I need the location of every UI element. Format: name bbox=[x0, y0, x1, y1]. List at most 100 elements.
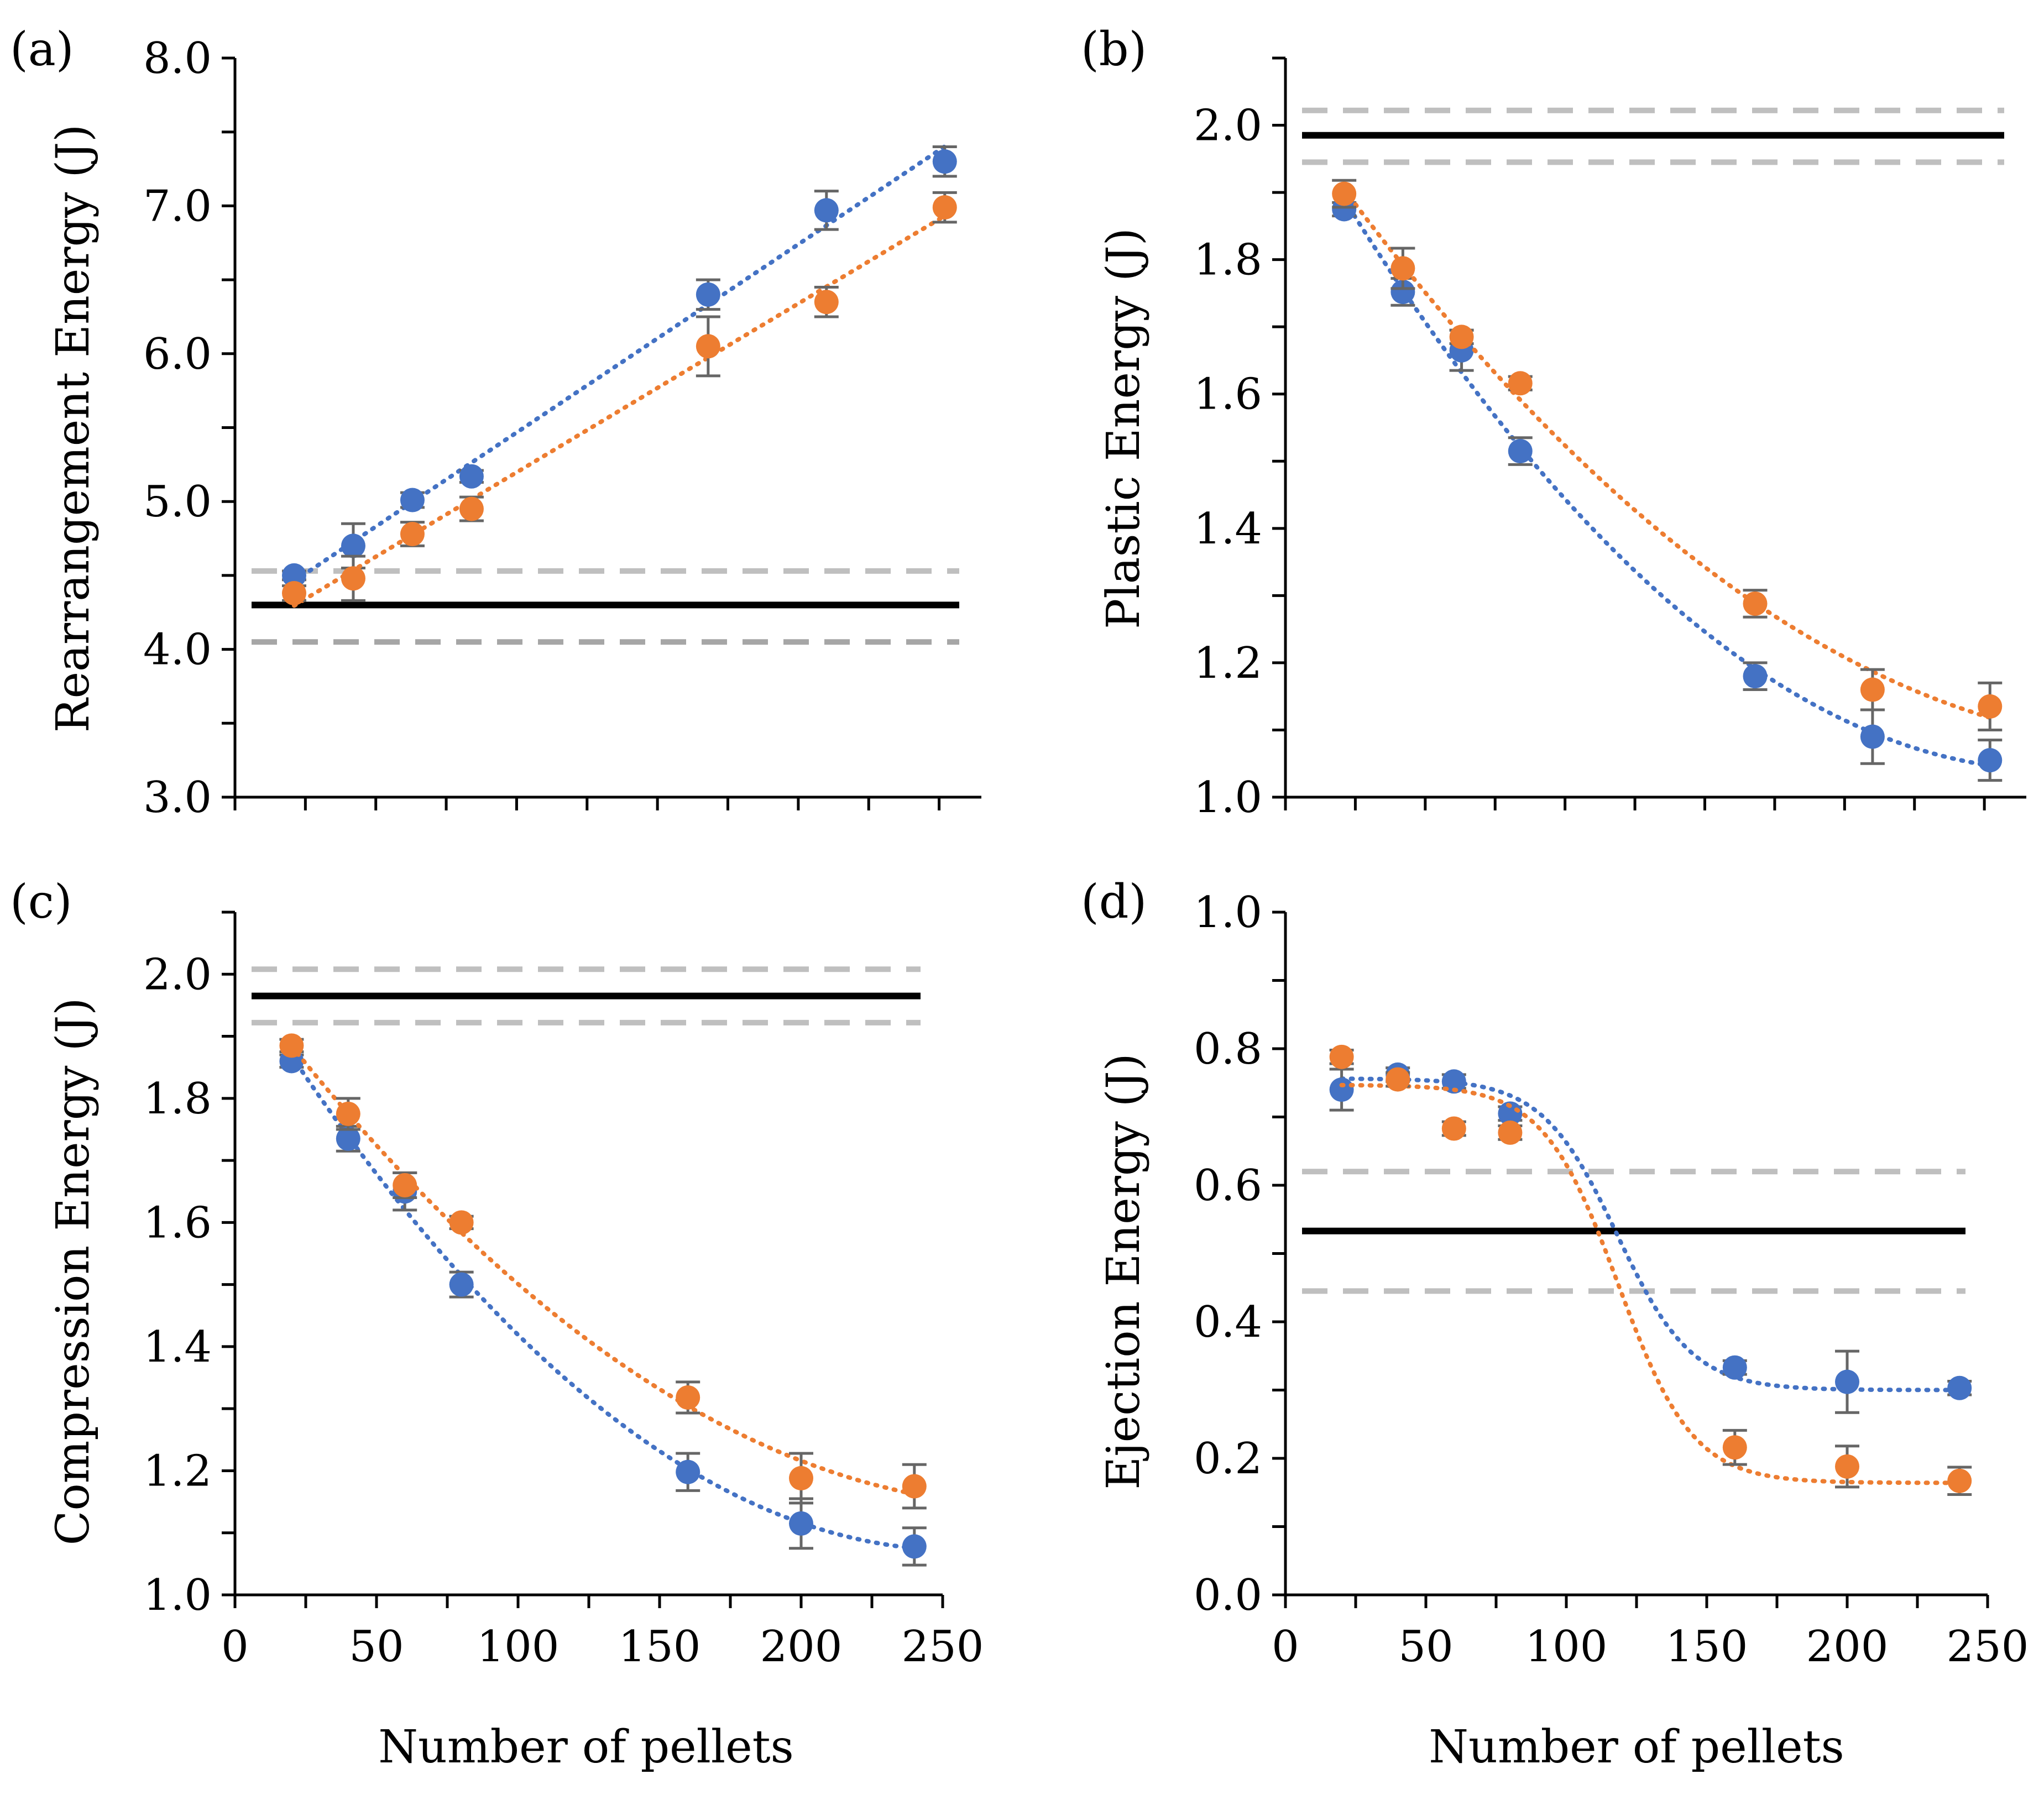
y-axis-title: Plastic Energy (J) bbox=[1097, 228, 1150, 629]
data-point-blue bbox=[400, 488, 425, 512]
y-tick-label: 7.0 bbox=[143, 181, 212, 231]
panel-label: (c) bbox=[10, 875, 72, 929]
x-tick-label: 150 bbox=[1666, 1622, 1748, 1672]
x-tick-label: 150 bbox=[619, 1622, 701, 1672]
y-axis-title: Rearrangement Energy (J) bbox=[47, 124, 100, 733]
data-point-blue bbox=[336, 1126, 360, 1151]
data-point-orange bbox=[279, 1033, 304, 1058]
x-tick-label: 100 bbox=[1525, 1622, 1608, 1672]
x-tick-label: 0 bbox=[1272, 1622, 1299, 1672]
x-tick-label: 250 bbox=[1947, 1622, 2029, 1672]
x-tick-label: 200 bbox=[760, 1622, 843, 1672]
y-tick-label: 1.8 bbox=[1194, 236, 1262, 285]
y-tick-label: 2.0 bbox=[1194, 101, 1262, 151]
y-tick-label: 2.0 bbox=[143, 950, 212, 999]
trendline-orange bbox=[292, 213, 947, 608]
data-point-orange bbox=[814, 290, 839, 315]
data-point-orange bbox=[459, 496, 484, 521]
y-tick-label: 1.6 bbox=[1194, 370, 1262, 420]
data-point-blue bbox=[1743, 664, 1768, 689]
y-tick-label: 5.0 bbox=[143, 477, 212, 527]
y-tick-label: 0.8 bbox=[1194, 1024, 1262, 1074]
panel-b: (b) Plastic Energy (J) 1.0 1.2 1.4 1.6 1.8 2.… bbox=[1081, 22, 2026, 823]
trendline-orange bbox=[1342, 187, 1993, 720]
y-axis-title: Ejection Energy (J) bbox=[1097, 1053, 1150, 1489]
x-tick-label: 200 bbox=[1806, 1622, 1889, 1672]
data-point-blue bbox=[1947, 1375, 1972, 1400]
data-point-blue bbox=[902, 1534, 927, 1559]
data-point-blue bbox=[1390, 279, 1415, 304]
data-point-orange bbox=[1498, 1120, 1523, 1145]
data-point-orange bbox=[1860, 677, 1885, 702]
data-point-blue bbox=[281, 563, 306, 588]
data-point-orange bbox=[1978, 694, 2003, 719]
data-point-orange bbox=[676, 1385, 700, 1410]
data-point-blue bbox=[1978, 748, 2003, 773]
y-tick-label: 1.0 bbox=[143, 1571, 212, 1620]
data-point-orange bbox=[789, 1466, 813, 1490]
panel-label: (d) bbox=[1081, 875, 1147, 929]
y-tick-label: 0.6 bbox=[1194, 1161, 1262, 1211]
data-point-orange bbox=[696, 334, 720, 359]
y-tick-label: 1.2 bbox=[143, 1446, 212, 1496]
y-tick-label: 1.6 bbox=[143, 1198, 212, 1248]
data-point-blue bbox=[1508, 439, 1533, 464]
data-point-orange bbox=[281, 580, 306, 605]
data-point-orange bbox=[400, 522, 425, 547]
panel-label: (a) bbox=[10, 22, 74, 76]
y-tick-label: 3.0 bbox=[143, 773, 212, 823]
panel-c: (c) Compression Energy (J) Number of pel… bbox=[10, 875, 984, 1773]
trendline-orange bbox=[1339, 1082, 1962, 1485]
data-point-blue bbox=[341, 533, 365, 558]
trendline-orange bbox=[289, 1044, 917, 1496]
trendline-blue bbox=[289, 1054, 917, 1551]
data-point-orange bbox=[1332, 181, 1357, 206]
data-point-orange bbox=[1386, 1067, 1410, 1092]
data-point-orange bbox=[1390, 256, 1415, 281]
panel-d: (d) Ejection Energy (J) Number of pellet… bbox=[1081, 875, 2029, 1773]
data-point-orange bbox=[336, 1101, 360, 1126]
data-point-blue bbox=[459, 464, 484, 489]
data-point-blue bbox=[1860, 724, 1885, 749]
trendline-blue bbox=[292, 144, 947, 584]
data-point-blue bbox=[676, 1459, 700, 1484]
data-point-orange bbox=[449, 1210, 474, 1235]
data-point-blue bbox=[932, 149, 957, 174]
x-axis-title: Number of pellets bbox=[1429, 1721, 1844, 1773]
y-tick-label: 0.0 bbox=[1194, 1571, 1262, 1620]
panel-label: (b) bbox=[1081, 22, 1147, 76]
x-tick-label: 250 bbox=[902, 1622, 984, 1672]
y-tick-label: 4.0 bbox=[143, 625, 212, 675]
y-tick-label: 1.0 bbox=[1194, 888, 1262, 938]
data-point-blue bbox=[814, 198, 839, 223]
y-tick-label: 6.0 bbox=[143, 329, 212, 379]
data-point-blue bbox=[1722, 1355, 1747, 1380]
x-axis-title: Number of pellets bbox=[378, 1721, 793, 1773]
data-point-blue bbox=[696, 282, 720, 307]
data-point-blue bbox=[449, 1272, 474, 1297]
y-tick-label: 0.4 bbox=[1194, 1297, 1262, 1347]
data-point-orange bbox=[1947, 1468, 1972, 1493]
data-point-orange bbox=[902, 1474, 927, 1499]
trendline-blue bbox=[1339, 1076, 1962, 1393]
y-tick-label: 1.0 bbox=[1194, 773, 1262, 823]
x-tick-label: 100 bbox=[477, 1622, 560, 1672]
data-point-orange bbox=[393, 1173, 417, 1197]
data-point-orange bbox=[1743, 591, 1768, 616]
data-point-orange bbox=[1508, 371, 1533, 396]
data-point-orange bbox=[1441, 1116, 1466, 1141]
panel-a: (a) Rearrangement Energy (J) 3.0 4.0 5.0 6.… bbox=[10, 22, 981, 823]
data-point-blue bbox=[1329, 1077, 1354, 1102]
y-tick-label: 0.2 bbox=[1194, 1434, 1262, 1484]
data-point-orange bbox=[1329, 1044, 1354, 1069]
y-axis-title: Compression Energy (J) bbox=[47, 998, 100, 1546]
data-point-orange bbox=[1835, 1454, 1859, 1479]
data-point-orange bbox=[932, 195, 957, 220]
data-point-orange bbox=[1449, 325, 1474, 349]
y-tick-label: 8.0 bbox=[143, 34, 212, 83]
x-tick-label: 50 bbox=[349, 1622, 404, 1672]
y-tick-label: 1.4 bbox=[143, 1322, 212, 1372]
data-point-blue bbox=[789, 1511, 813, 1536]
data-point-orange bbox=[341, 566, 365, 591]
